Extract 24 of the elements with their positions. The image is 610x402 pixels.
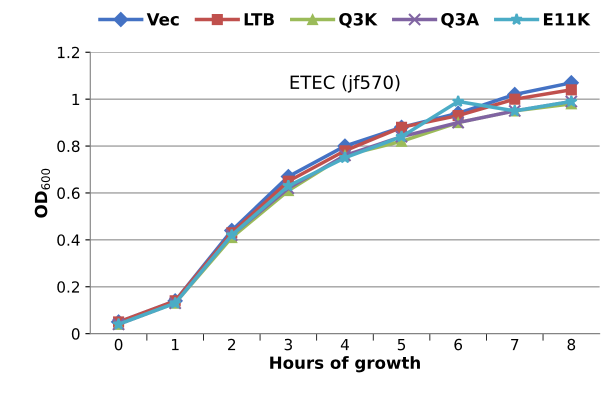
x-tick-label: 1: [172, 338, 179, 350]
legend-label: Vec: [146, 13, 179, 26]
y-axis-title: OD$_{600}$: [34, 168, 50, 218]
legend-label: Q3K: [339, 12, 378, 28]
x-tick-label: 7: [511, 338, 518, 350]
x-tick-label: 5: [398, 338, 406, 350]
annotation: ETEC (jf570): [290, 75, 400, 93]
y-tick-label: 0.2: [57, 281, 80, 293]
x-tick-label: 0: [114, 338, 122, 350]
x-tick-label: 6: [454, 338, 462, 350]
y-tick-label: 0.4: [57, 234, 80, 246]
x-tick-label: 8: [568, 338, 576, 350]
y-tick-label: 0.8: [57, 140, 80, 152]
x-axis-title: Hours of growth: [270, 356, 420, 372]
y-tick-label: 0.6: [57, 187, 80, 199]
x-tick-label: 4: [340, 338, 349, 350]
y-tick-label: 1: [72, 94, 80, 105]
y-tick-label: 0: [72, 328, 80, 340]
y-tick-label: 1.2: [58, 46, 80, 58]
x-tick-label: 2: [228, 338, 236, 350]
legend-label: LTB: [244, 13, 274, 26]
legend-label: Q3A: [441, 12, 480, 28]
x-tick-label: 3: [284, 338, 292, 350]
legend-label: E11K: [544, 13, 590, 26]
